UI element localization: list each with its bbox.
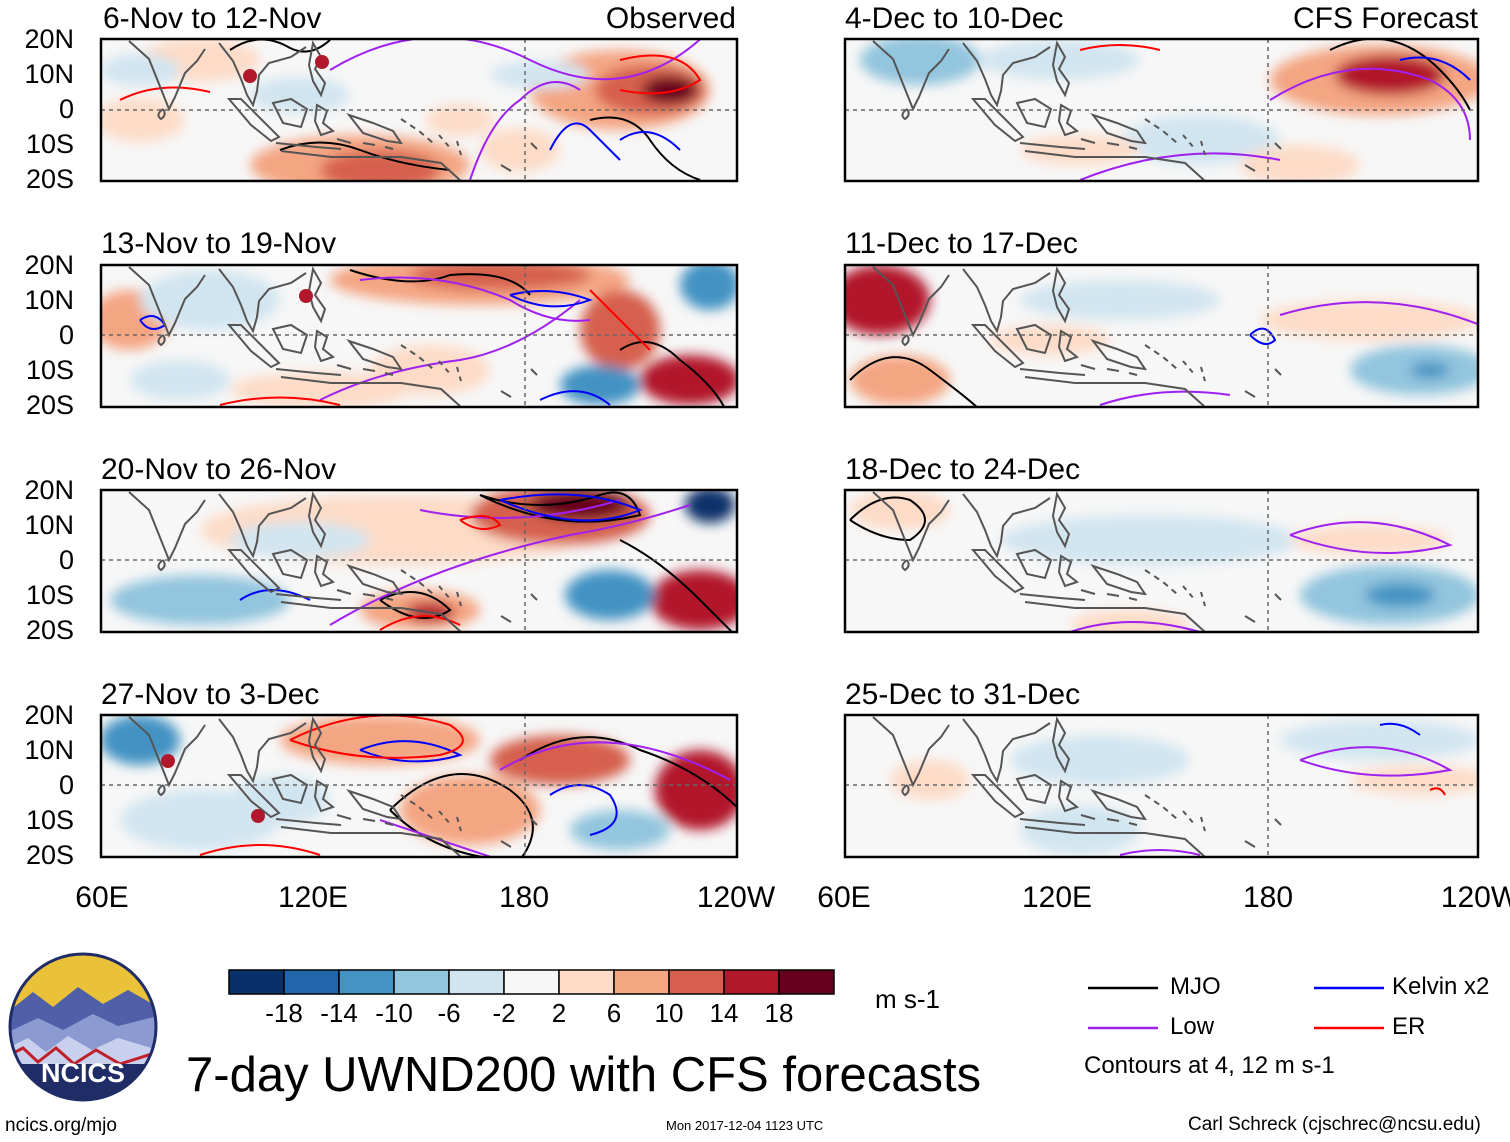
y-tick: 20N — [24, 475, 74, 505]
legend-note: Contours at 4, 12 m s-1 — [1084, 1052, 1335, 1079]
legend-swatch-er — [1314, 1026, 1384, 1030]
ncics-logo: NCICS — [8, 952, 158, 1102]
panel-forecast-2 — [843, 263, 1480, 409]
y-tick: 20N — [24, 700, 74, 730]
y-tick: 20N — [24, 250, 74, 280]
logo-text: NCICS — [41, 1058, 125, 1088]
footer-url: ncics.org/mjo — [5, 1115, 117, 1136]
colorbar-tick: 14 — [709, 998, 739, 1028]
colorbar-cell — [558, 969, 615, 995]
y-tick: 0 — [58, 770, 74, 800]
colorbar-cell — [668, 969, 725, 995]
footer-credit: Carl Schreck (cjschrec@ncsu.edu) — [1188, 1114, 1481, 1135]
legend-swatch-mjo — [1088, 986, 1158, 990]
legend-label-kelvin: Kelvin x2 — [1392, 973, 1490, 1000]
panel-title-1: 6-Nov to 12-Nov — [103, 2, 322, 35]
legend-swatch-low — [1088, 1026, 1158, 1030]
y-tick: 10N — [24, 510, 74, 540]
panel-title-3: 20-Nov to 26-Nov — [101, 453, 337, 486]
colorbar-tick: 6 — [606, 998, 622, 1028]
panel-observed-1 — [99, 37, 739, 183]
y-tick: 20S — [25, 164, 74, 194]
panel-observed-3 — [99, 488, 739, 634]
panel-forecast-1 — [843, 37, 1480, 183]
colorbar-cell — [778, 969, 835, 995]
y-tick: 10S — [25, 805, 74, 835]
y-tick: 10S — [25, 129, 74, 159]
footer-timestamp: Mon 2017-12-04 1123 UTC — [666, 1118, 824, 1133]
colorbar-tick: -10 — [375, 998, 413, 1028]
panel-observed-4 — [99, 713, 739, 859]
y-tick: 0 — [58, 320, 74, 350]
x-tick: 60E — [75, 881, 129, 914]
observed-label: Observed — [605, 2, 736, 35]
colorbar-tick: -2 — [492, 998, 516, 1028]
colorbar-cell — [723, 969, 780, 995]
forecast-label: CFS Forecast — [1292, 2, 1478, 35]
colorbar-tick: -14 — [320, 998, 358, 1028]
x-tick: 180 — [1242, 881, 1294, 914]
colorbar-cell — [613, 969, 670, 995]
x-tick: 120W — [696, 881, 776, 914]
panel-forecast-3 — [843, 488, 1480, 634]
panel-observed-2 — [99, 263, 739, 409]
panel-title-6: 11-Dec to 17-Dec — [845, 227, 1078, 260]
y-tick: 10N — [24, 285, 74, 315]
panel-forecast-4 — [843, 713, 1480, 859]
map-panels — [99, 37, 1480, 859]
colorbar-cell — [283, 969, 340, 995]
y-tick: 10S — [25, 580, 74, 610]
y-tick: 0 — [58, 545, 74, 575]
y-tick: 20S — [25, 390, 74, 420]
colorbar — [228, 969, 835, 995]
legend-label-er: ER — [1392, 1013, 1426, 1040]
panel-title-8: 25-Dec to 31-Dec — [845, 678, 1081, 711]
colorbar-cell — [448, 969, 505, 995]
colorbar-tick: -18 — [265, 998, 303, 1028]
legend-swatch-kelvin — [1314, 986, 1384, 990]
colorbar-cell — [228, 969, 285, 995]
y-tick: 10N — [24, 59, 74, 89]
colorbar-tick: -6 — [437, 998, 461, 1028]
y-tick: 10S — [25, 355, 74, 385]
colorbar-tick: 2 — [551, 998, 567, 1028]
y-tick: 20S — [25, 615, 74, 645]
y-tick: 0 — [58, 94, 74, 124]
panel-title-5: 4-Dec to 10-Dec — [845, 2, 1064, 35]
panel-title-4: 27-Nov to 3-Dec — [101, 678, 320, 711]
colorbar-cell — [338, 969, 395, 995]
x-tick: 60E — [817, 881, 871, 914]
colorbar-cell — [503, 969, 560, 995]
colorbar-unit: m s-1 — [875, 984, 940, 1014]
x-tick: 120W — [1440, 881, 1510, 914]
x-tick: 120E — [277, 881, 349, 914]
legend-label-low: Low — [1170, 1013, 1215, 1040]
colorbar-tick: 10 — [654, 998, 684, 1028]
y-tick: 20N — [24, 24, 74, 54]
x-tick: 180 — [498, 881, 550, 914]
x-tick: 120E — [1021, 881, 1093, 914]
colorbar-cell — [393, 969, 450, 995]
legend-label-mjo: MJO — [1170, 973, 1221, 1000]
colorbar-tick: 18 — [764, 998, 794, 1028]
panel-title-7: 18-Dec to 24-Dec — [845, 453, 1081, 486]
panel-title-2: 13-Nov to 19-Nov — [101, 227, 337, 260]
main-title: 7-day UWND200 with CFS forecasts — [186, 1048, 982, 1102]
y-tick: 10N — [24, 735, 74, 765]
y-tick: 20S — [25, 840, 74, 870]
